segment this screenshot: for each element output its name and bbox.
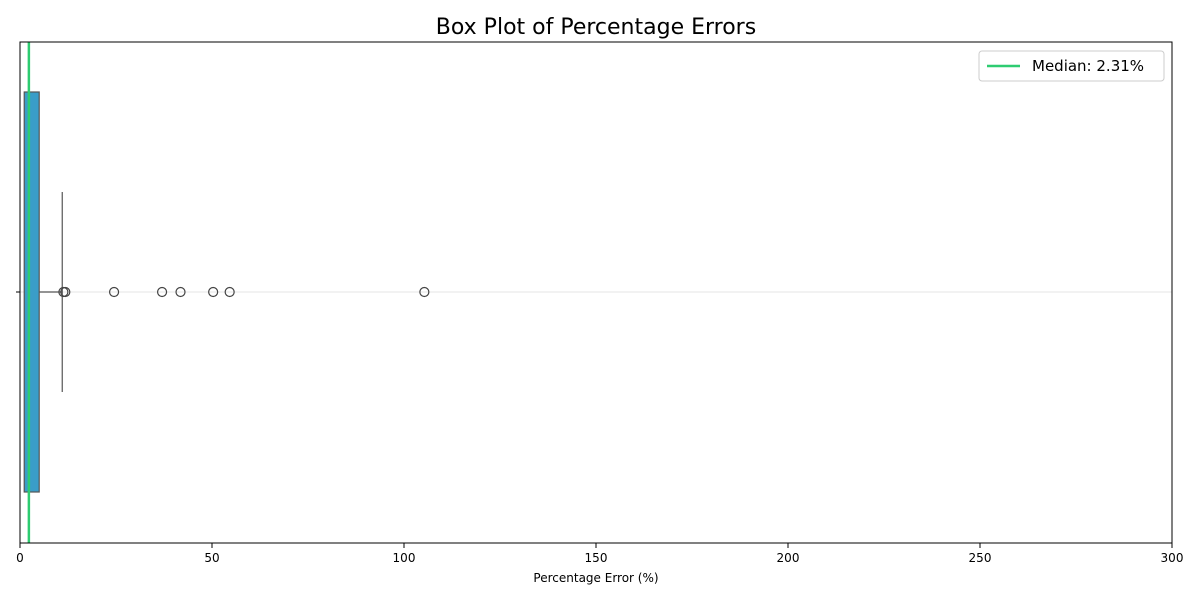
legend-box <box>978 50 1165 82</box>
x-tick-label: 50 <box>204 551 219 565</box>
x-axis-label: Percentage Error (%) <box>533 571 658 585</box>
outlier-point <box>60 286 71 298</box>
outlier-point <box>175 286 186 298</box>
x-tick-label: 250 <box>969 551 992 565</box>
x-tick-label: 100 <box>393 551 416 565</box>
x-tick-label: 300 <box>1161 551 1184 565</box>
outlier-point <box>224 286 235 298</box>
outlier-point <box>108 286 120 298</box>
plot-area <box>20 42 1172 543</box>
x-tick-label: 150 <box>585 551 608 565</box>
outlier-point <box>156 286 168 298</box>
outlier-point <box>208 286 219 298</box>
plot-frame <box>19 41 1173 544</box>
x-axis: 0 50 100 150 200 250 300 <box>16 291 1184 565</box>
legend: Median: 2.31% <box>978 50 1165 82</box>
legend-median-label: Median: 2.31% <box>1032 57 1144 75</box>
chart-title: Box Plot of Percentage Errors <box>436 15 756 40</box>
x-tick-label: 0 <box>16 551 24 565</box>
x-tick-label: 200 <box>777 551 800 565</box>
outlier-point <box>419 286 430 298</box>
iqr-box <box>23 91 40 493</box>
